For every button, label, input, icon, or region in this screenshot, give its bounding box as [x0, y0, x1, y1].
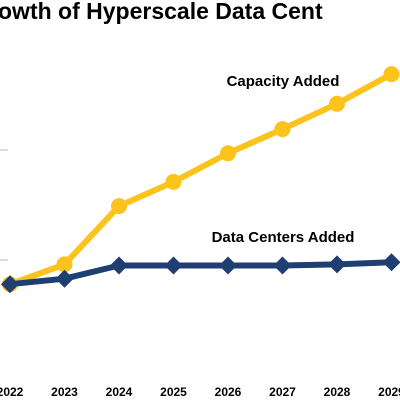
point	[164, 256, 183, 275]
point	[328, 255, 346, 274]
point	[329, 95, 345, 112]
x-tick-label: 2028	[324, 385, 351, 399]
x-tick-label: 2025	[160, 385, 187, 399]
x-tick-label: 2024	[106, 385, 133, 399]
x-tick-label: 2022	[0, 385, 24, 399]
x-tick-label: 2029	[378, 385, 400, 399]
x-tick-label: 2023	[51, 385, 78, 399]
point	[219, 256, 237, 275]
point	[382, 253, 400, 272]
point	[274, 121, 291, 138]
point	[165, 173, 182, 190]
point	[110, 256, 128, 275]
point	[56, 256, 73, 273]
x-tick-label: 2026	[215, 385, 242, 399]
point	[111, 198, 127, 215]
series-line	[9, 259, 392, 288]
point	[383, 66, 400, 83]
point	[55, 269, 74, 288]
chart-title: owth of Hyperscale Data Cent	[0, 0, 323, 24]
series-label: Data Centers Added	[212, 229, 355, 246]
x-tick-label: 2027	[269, 385, 296, 399]
point	[1, 275, 19, 294]
series-line	[8, 71, 393, 288]
point	[273, 256, 292, 275]
point	[220, 145, 236, 162]
series-label: Capacity Added	[227, 73, 340, 90]
